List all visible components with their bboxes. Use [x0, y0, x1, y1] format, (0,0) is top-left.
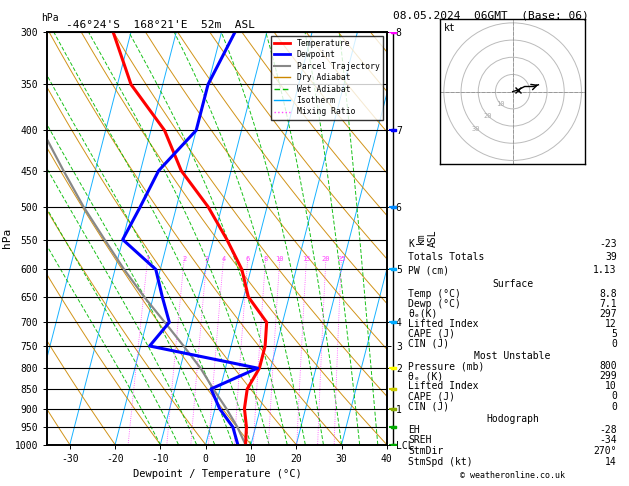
Text: 1.13: 1.13	[593, 265, 617, 275]
Text: 8: 8	[264, 256, 268, 262]
Text: Pressure (mb): Pressure (mb)	[408, 361, 485, 371]
Text: 299: 299	[599, 371, 617, 381]
Text: Dewp (°C): Dewp (°C)	[408, 298, 461, 309]
Text: 270°: 270°	[593, 446, 617, 456]
Text: PW (cm): PW (cm)	[408, 265, 450, 275]
Text: θₑ (K): θₑ (K)	[408, 371, 443, 381]
Text: Hodograph: Hodograph	[486, 414, 539, 424]
Text: CIN (J): CIN (J)	[408, 339, 450, 349]
Text: -23: -23	[599, 239, 617, 249]
Y-axis label: hPa: hPa	[2, 228, 12, 248]
Text: 2: 2	[182, 256, 186, 262]
Text: StmSpd (kt): StmSpd (kt)	[408, 457, 473, 467]
Text: 10: 10	[605, 382, 617, 391]
Y-axis label: km
ASL: km ASL	[416, 229, 438, 247]
Text: CIN (J): CIN (J)	[408, 401, 450, 412]
Text: 20: 20	[484, 113, 492, 120]
Legend: Temperature, Dewpoint, Parcel Trajectory, Dry Adiabat, Wet Adiabat, Isotherm, Mi: Temperature, Dewpoint, Parcel Trajectory…	[271, 35, 383, 120]
X-axis label: Dewpoint / Temperature (°C): Dewpoint / Temperature (°C)	[133, 469, 301, 479]
Text: K: K	[408, 239, 415, 249]
Text: 3: 3	[205, 256, 209, 262]
Text: 39: 39	[605, 252, 617, 262]
Text: 0: 0	[611, 339, 617, 349]
Text: CAPE (J): CAPE (J)	[408, 391, 455, 401]
Text: Temp (°C): Temp (°C)	[408, 289, 461, 298]
Text: 0: 0	[611, 391, 617, 401]
Text: Lifted Index: Lifted Index	[408, 382, 479, 391]
Text: -34: -34	[599, 435, 617, 445]
Text: 15: 15	[302, 256, 311, 262]
Text: 7.1: 7.1	[599, 298, 617, 309]
Text: SREH: SREH	[408, 435, 432, 445]
Text: hPa: hPa	[41, 13, 58, 23]
Text: EH: EH	[408, 425, 420, 434]
Text: 30: 30	[471, 126, 480, 132]
Text: © weatheronline.co.uk: © weatheronline.co.uk	[460, 470, 565, 480]
Text: CAPE (J): CAPE (J)	[408, 329, 455, 339]
Text: Surface: Surface	[492, 278, 533, 289]
Text: 10: 10	[276, 256, 284, 262]
Text: Most Unstable: Most Unstable	[474, 351, 551, 361]
Text: 297: 297	[599, 309, 617, 319]
Text: 800: 800	[599, 361, 617, 371]
Text: 6: 6	[246, 256, 250, 262]
Text: 10: 10	[496, 101, 504, 107]
Text: 5: 5	[611, 329, 617, 339]
Text: -28: -28	[599, 425, 617, 434]
Text: Lifted Index: Lifted Index	[408, 319, 479, 329]
Text: 1: 1	[146, 256, 150, 262]
Text: 20: 20	[321, 256, 330, 262]
Text: 14: 14	[605, 457, 617, 467]
Text: 0: 0	[611, 401, 617, 412]
Text: 12: 12	[605, 319, 617, 329]
Text: θₑ(K): θₑ(K)	[408, 309, 438, 319]
Text: -46°24'S  168°21'E  52m  ASL: -46°24'S 168°21'E 52m ASL	[66, 20, 255, 31]
Text: StmDir: StmDir	[408, 446, 443, 456]
Text: Totals Totals: Totals Totals	[408, 252, 485, 262]
Text: kt: kt	[444, 23, 455, 33]
Text: 4: 4	[221, 256, 226, 262]
Text: 08.05.2024  06GMT  (Base: 06): 08.05.2024 06GMT (Base: 06)	[393, 11, 589, 21]
Text: 8.8: 8.8	[599, 289, 617, 298]
Text: 25: 25	[337, 256, 346, 262]
